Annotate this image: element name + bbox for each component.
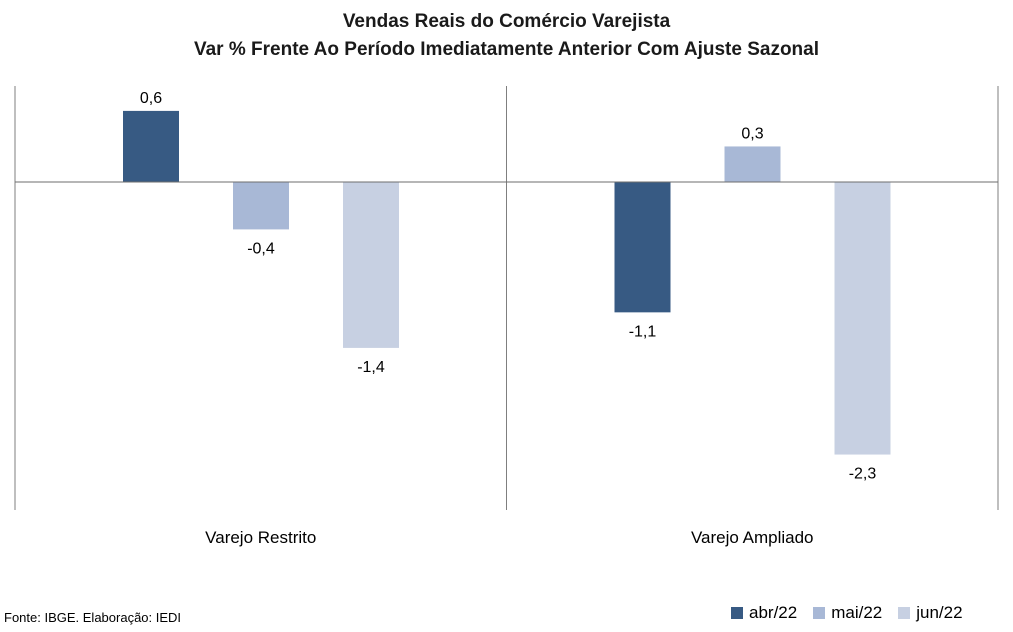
- legend-item-abr22: abr/22: [731, 603, 797, 623]
- title-line-2: Var % Frente Ao Período Imediatamente An…: [193, 39, 820, 60]
- source-note: Fonte: IBGE. Elaboração: IEDI: [4, 610, 182, 625]
- chart-title: Vendas Reais do Comércio Varejista Var %…: [0, 8, 1013, 64]
- value-label: 0,6: [140, 90, 162, 107]
- legend-swatch-mai22: [813, 607, 826, 619]
- value-label: -1,4: [357, 359, 385, 376]
- bar-abr22-0: [123, 110, 179, 182]
- legend-label-jun22: jun/22: [916, 603, 963, 622]
- legend-item-jun22: jun/22: [898, 603, 963, 623]
- value-label: -1,1: [629, 323, 657, 340]
- legend-item-mai22: mai/22: [813, 603, 882, 623]
- bar-jun22-0: [343, 182, 399, 348]
- bar-chart: 0,6 -0,4 -1,4 Varejo Restrito -1,1 0,3 -2,3 Var…: [14, 86, 999, 547]
- bar-mai22-1: [724, 146, 781, 182]
- legend-label-abr22: abr/22: [749, 603, 798, 622]
- value-label: 0,3: [741, 125, 763, 142]
- legend-swatch-jun22: [898, 607, 911, 619]
- legend-label-mai22: mai/22: [831, 603, 883, 622]
- category-label: Varejo Ampliado: [691, 528, 814, 547]
- bar-mai22-0: [233, 182, 289, 230]
- value-label: -2,3: [849, 466, 877, 483]
- category-label: Varejo Restrito: [205, 528, 316, 547]
- title-line-1: Vendas Reais do Comércio Varejista: [342, 11, 671, 32]
- bar-abr22-1: [614, 182, 671, 313]
- legend: abr/22 mai/22 jun/22: [731, 603, 963, 623]
- value-label: -0,4: [247, 240, 275, 257]
- bar-jun22-1: [834, 182, 891, 455]
- legend-swatch-abr22: [731, 607, 743, 619]
